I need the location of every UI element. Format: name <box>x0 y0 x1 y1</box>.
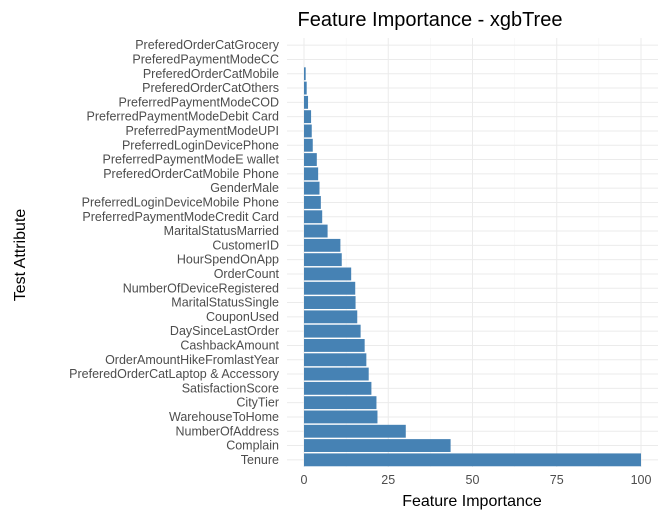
bar <box>304 196 321 209</box>
bar <box>304 424 406 438</box>
y-tick-label: PreferredPaymentModeE wallet <box>103 153 280 167</box>
bar <box>304 310 358 324</box>
bar <box>304 453 641 467</box>
y-tick-label: PreferedOrderCatLaptop & Accessory <box>69 367 280 381</box>
bar <box>304 410 378 424</box>
y-tick-label: PreferedOrderCatGrocery <box>135 38 280 52</box>
y-tick-label: DaySinceLastOrder <box>170 324 279 338</box>
y-tick-label: PreferedOrderCatMobile Phone <box>103 167 279 181</box>
bar <box>304 439 451 452</box>
bar <box>304 339 365 352</box>
bar <box>304 267 352 281</box>
y-tick-label: CityTier <box>236 396 279 410</box>
bar <box>304 95 309 109</box>
chart-title: Feature Importance - xgbTree <box>298 9 563 31</box>
x-tick-label: 75 <box>550 473 564 487</box>
bar <box>304 281 356 295</box>
y-tick-label: MaritalStatusSingle <box>171 296 279 310</box>
bar <box>304 67 306 81</box>
y-tick-label: OrderCount <box>214 267 280 281</box>
y-tick-label: OrderAmountHikeFromlastYear <box>105 353 279 367</box>
bar <box>304 253 342 267</box>
plot-panel: PreferedOrderCatGroceryPreferedPaymentMo… <box>69 38 658 487</box>
bar <box>304 367 369 381</box>
y-tick-label: WarehouseToHome <box>169 410 279 424</box>
y-tick-label: PreferedOrderCatOthers <box>142 81 279 95</box>
y-tick-label: MaritalStatusMarried <box>164 224 279 238</box>
y-tick-label: NumberOfAddress <box>175 424 279 438</box>
bar <box>304 324 361 338</box>
bar <box>304 153 317 166</box>
y-tick-label: HourSpendOnApp <box>177 253 279 267</box>
x-axis-title: Feature Importance <box>402 493 542 510</box>
bar <box>304 210 323 224</box>
bar <box>304 396 377 410</box>
bar <box>304 181 320 195</box>
bar <box>304 167 319 181</box>
bar <box>304 296 356 309</box>
y-tick-label: Complain <box>226 439 279 453</box>
y-tick-label: CouponUsed <box>206 310 279 324</box>
y-tick-label: PreferedPaymentModeCC <box>132 52 279 66</box>
bar <box>304 110 312 124</box>
y-axis-title: Test Attribute <box>12 209 29 302</box>
bar <box>304 238 341 252</box>
x-tick-label: 0 <box>301 473 308 487</box>
y-tick-label: CustomerID <box>212 238 279 252</box>
bar <box>304 353 367 367</box>
y-tick-label: NumberOfDeviceRegistered <box>123 281 279 295</box>
y-tick-label: SatisfactionScore <box>182 381 279 395</box>
bar <box>304 124 312 138</box>
y-tick-label: Tenure <box>241 453 279 467</box>
y-tick-label: CashbackAmount <box>180 338 279 352</box>
x-tick-label: 100 <box>631 473 652 487</box>
y-tick-label: PreferredPaymentModeDebit Card <box>87 110 279 124</box>
bar <box>304 224 328 238</box>
y-tick-label: PreferredPaymentModeCOD <box>119 95 279 109</box>
x-tick-label: 50 <box>466 473 480 487</box>
bar <box>304 81 307 95</box>
bar <box>304 381 372 395</box>
y-tick-label: PreferredPaymentModeUPI <box>125 124 279 138</box>
y-tick-label: PreferedOrderCatMobile <box>143 67 279 81</box>
y-tick-label: PreferredLoginDevicePhone <box>122 138 279 152</box>
bar <box>304 138 313 152</box>
x-tick-label: 25 <box>381 473 395 487</box>
y-tick-label: PreferredPaymentModeCredit Card <box>82 210 279 224</box>
y-tick-label: GenderMale <box>210 181 279 195</box>
y-tick-label: PreferredLoginDeviceMobile Phone <box>82 195 279 209</box>
